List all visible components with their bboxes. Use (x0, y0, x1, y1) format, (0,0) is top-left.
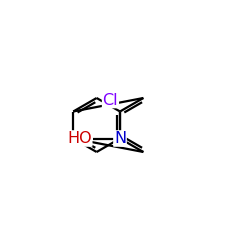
Text: HO: HO (67, 131, 92, 146)
Text: N: N (114, 131, 126, 146)
Text: Cl: Cl (102, 92, 118, 108)
